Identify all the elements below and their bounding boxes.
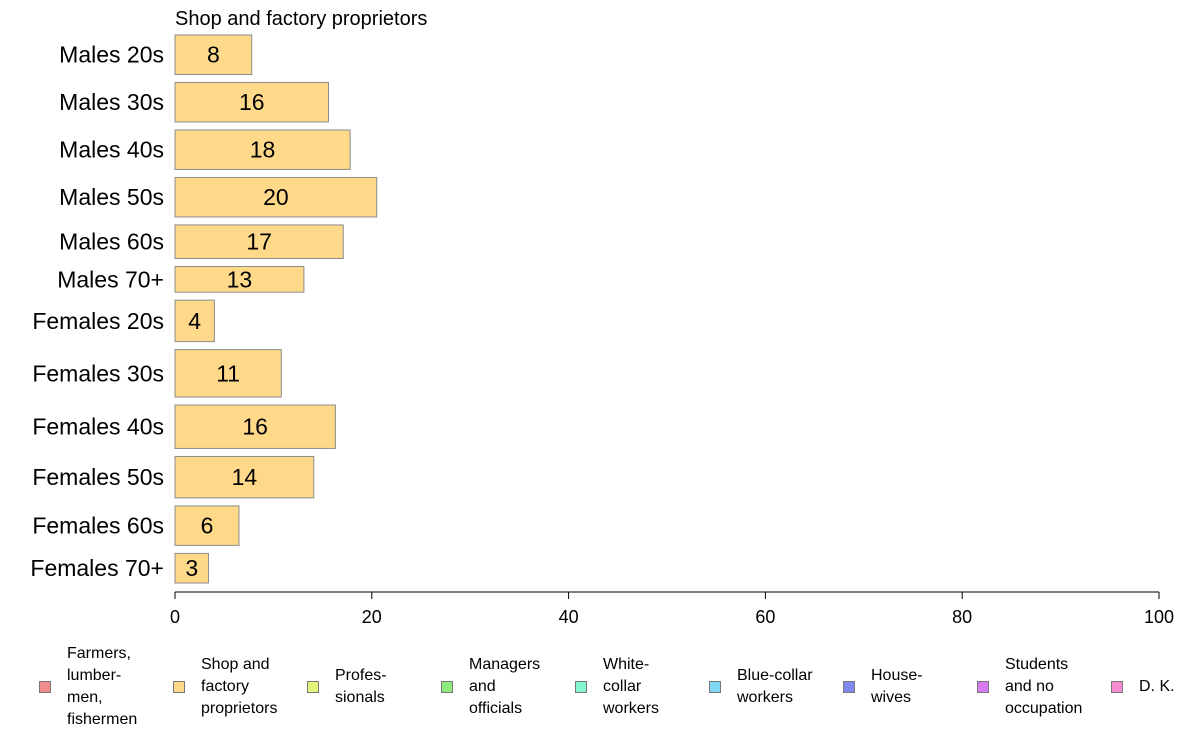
bar-value-label: 16 [239,89,265,115]
bar [174,266,305,293]
bar [174,349,282,398]
legend-item: Students and no occupation [977,654,1082,720]
bar [174,34,253,75]
bar-chart: Shop and factory proprietors 8 Males 20s 1… [30,8,1174,627]
x-tick-label: 0 [170,607,180,627]
legend-label: Farmers, lumber- men, fishermen [67,645,138,728]
legend-item: Managers and officials [441,654,540,720]
legend-swatch [709,681,721,693]
bar [174,505,240,546]
category-label: Males 70+ [57,266,164,292]
x-tick-label: 40 [559,607,579,627]
bar-value-label: 16 [242,414,268,440]
legend-swatch [307,681,319,693]
legend-item: D. K. [1111,676,1175,698]
legend-label: D. K. [1139,678,1175,695]
bar-value-label: 14 [232,464,258,490]
bar-value-label: 20 [263,184,289,210]
bar-value-label: 3 [185,555,198,581]
category-label: Females 60s [32,513,164,539]
bar [174,552,209,584]
category-label: Females 40s [32,414,164,440]
legend-label: White- collar workers [603,656,660,717]
legend-item: Blue-collar workers [709,665,813,709]
legend-item: Farmers, lumber- men, fishermen [39,643,137,731]
bar [174,404,336,449]
bar-value-label: 4 [188,308,201,334]
category-label: Females 30s [32,360,164,386]
legend-label: House- wives [871,667,923,706]
legend-swatch [843,681,855,693]
bar [174,299,215,343]
category-label: Males 20s [59,42,164,68]
bar-value-label: 6 [201,513,214,539]
x-tick-label: 100 [1144,607,1174,627]
x-tick-label: 80 [952,607,972,627]
x-tick-label: 20 [362,607,382,627]
legend-swatch [441,681,453,693]
bar-value-label: 18 [250,137,276,163]
legend-item: White- collar workers [575,654,659,720]
category-label: Females 20s [32,308,164,334]
bar-value-label: 17 [246,229,272,255]
legend-swatch [575,681,587,693]
bar [174,224,344,260]
x-axis: 0 20 40 60 80 100 [170,591,1174,627]
bar-value-label: 8 [207,42,220,68]
legend-item: Shop and factory proprietors [173,654,277,720]
legend-swatch [977,681,989,693]
category-label: Females 70+ [30,555,164,581]
legend-label: Managers and officials [469,656,541,717]
legend-label: Profes- sionals [335,667,387,706]
category-label: Males 30s [59,89,164,115]
legend-swatch [1111,681,1123,693]
bar-value-label: 11 [216,360,240,386]
bar [174,176,378,218]
legend-label: Students and no occupation [1005,656,1083,717]
x-tick-label: 60 [755,607,775,627]
legend-label: Shop and factory proprietors [201,656,278,717]
bar-value-label: 13 [227,266,253,292]
legend-item: House- wives [843,665,923,709]
category-label: Males 40s [59,137,164,163]
legend-swatch [39,681,51,693]
legend-label: Blue-collar workers [737,667,813,706]
category-label: Males 50s [59,184,164,210]
bar [174,129,351,170]
legend: Farmers, lumber- men, fishermen Shop and … [0,640,1188,736]
category-label: Males 60s [59,229,164,255]
bar [174,455,315,499]
bars-group: 8 Males 20s 16 Males 30s 18 Males 40s 20 Males … [30,34,378,584]
legend-swatch [173,681,185,693]
category-label: Females 50s [32,464,164,490]
bar [174,81,330,123]
chart-title: Shop and factory proprietors [175,8,427,30]
legend-item: Profes- sionals [307,665,387,709]
